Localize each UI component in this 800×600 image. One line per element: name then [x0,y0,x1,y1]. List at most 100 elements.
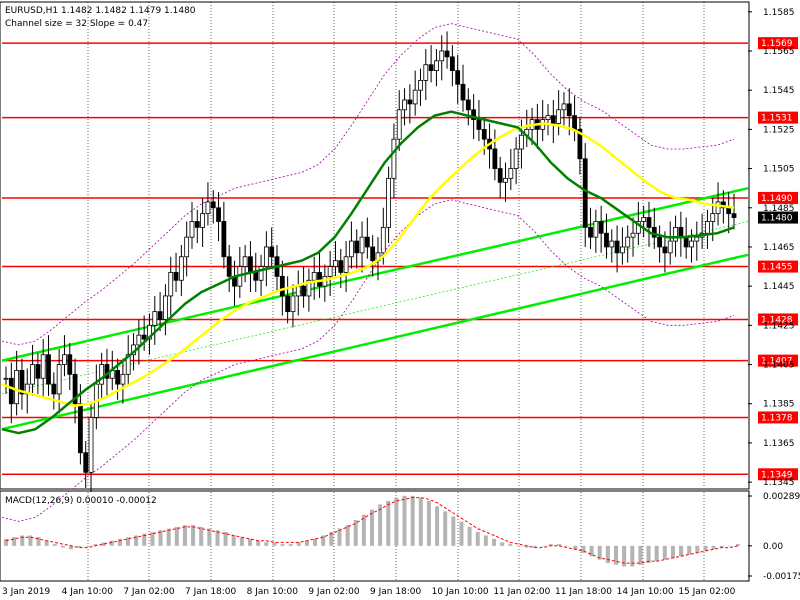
candle-body [391,138,397,179]
macd-bar [605,545,610,564]
macd-bar [418,497,423,546]
macd-indicator: 0.00289 0.00 -0.00175 [4,492,800,582]
level-price-tag [758,354,798,367]
macd-bar [679,545,684,557]
price-tick-label: 1.1565 [763,47,795,57]
candle-body [471,109,477,120]
macd-label-text: MACD(12,26,9) 0.00010 -0.00012 [5,496,157,506]
candle-body [449,56,455,71]
macd-bar [101,542,106,546]
price-tick-label: 1.1545 [763,86,795,96]
time-tick-label: 9 Jan 02:00 [308,587,360,597]
time-tick-label: 7 Jan 18:00 [185,587,237,597]
macd-bar [687,545,692,555]
level-price-label: 1.1455 [761,263,793,273]
macd-bar [77,545,82,548]
envelope-bands [1,23,735,522]
macd-bar [150,532,155,546]
macd-bar [646,545,651,564]
candle-body [444,50,450,58]
candle-body [306,279,312,297]
candle-body [460,83,466,101]
candle-body [226,256,232,277]
candle-body [396,109,402,140]
macd-bar [711,545,716,550]
candle-body [630,232,636,238]
macd-bar [670,545,675,558]
candle-body [694,236,700,242]
time-tick-label: 4 Jan 10:00 [62,587,114,597]
macd-bar [207,528,212,546]
macd-bar [508,544,513,546]
candle-body [290,295,296,313]
macd-bar [215,530,220,546]
candle-body [508,168,514,179]
level-price-label: 1.1531 [761,114,793,124]
macd-bar [93,544,98,546]
macd-tick-label: 0.00 [763,542,783,552]
candle-body [30,364,35,385]
candle-body [343,256,349,273]
macd-bar [557,544,562,546]
candle-body [3,377,9,380]
candle-body [481,128,487,140]
candle-body [349,240,354,258]
candle-body [550,115,556,124]
candle-body [386,177,391,228]
moving-averages [1,110,735,435]
macd-bar [28,535,33,546]
macd-bar [85,545,90,547]
macd-bar [500,542,505,546]
candle-body [614,240,620,254]
candle-body [354,240,360,254]
macd-bar [581,545,586,553]
time-axis: 3 Jan 2019 4 Jan 10:00 7 Jan 02:00 7 Jan 18… [2,587,736,597]
macd-bar [313,538,318,546]
level-price-tag [758,260,798,273]
candle-body [279,275,285,297]
macd-bar [239,537,244,546]
macd-bar [573,545,578,550]
candle-body [726,207,732,215]
candle-body [439,50,445,62]
macd-bar [223,532,228,546]
envelope-upper [1,23,735,346]
main-plot-frame [0,1,750,490]
level-price-tag [758,37,798,50]
candle-body [359,236,365,254]
time-tick-label: 15 Jan 02:00 [678,587,735,597]
candle-body [667,240,673,254]
candle-body [370,246,376,262]
macd-bar [614,545,618,565]
price-tick-label: 1.1425 [763,321,795,331]
candle-body [689,240,694,248]
candle-body [566,103,572,117]
candle-body [46,354,51,385]
macd-bar [695,545,700,553]
candle-body [561,103,567,111]
candle-body [301,285,306,297]
macd-bar [4,538,8,546]
candle-body [136,334,142,346]
macd-bar [597,545,602,560]
macd-bar [548,544,553,546]
price-tick-label: 1.1345 [763,478,795,488]
macd-bar [109,540,114,546]
price-tick-label: 1.1485 [763,204,795,214]
candle-body [125,354,131,375]
candle-body [545,115,551,120]
candle-body [184,236,190,258]
time-tick-label: 3 Jan 2019 [2,587,50,597]
candle-body [242,256,248,267]
candle-body [402,99,407,111]
candle-body [253,272,259,281]
candle-body [72,373,78,405]
macd-bar [126,537,130,546]
candle-body [88,417,94,473]
candle-body [519,134,524,150]
macd-bar [353,519,358,546]
macd-bar [402,495,407,546]
candle-body [152,311,158,326]
symbol-header: EURUSD,H1 1.1482 1.1482 1.1479 1.1480 [5,6,196,16]
